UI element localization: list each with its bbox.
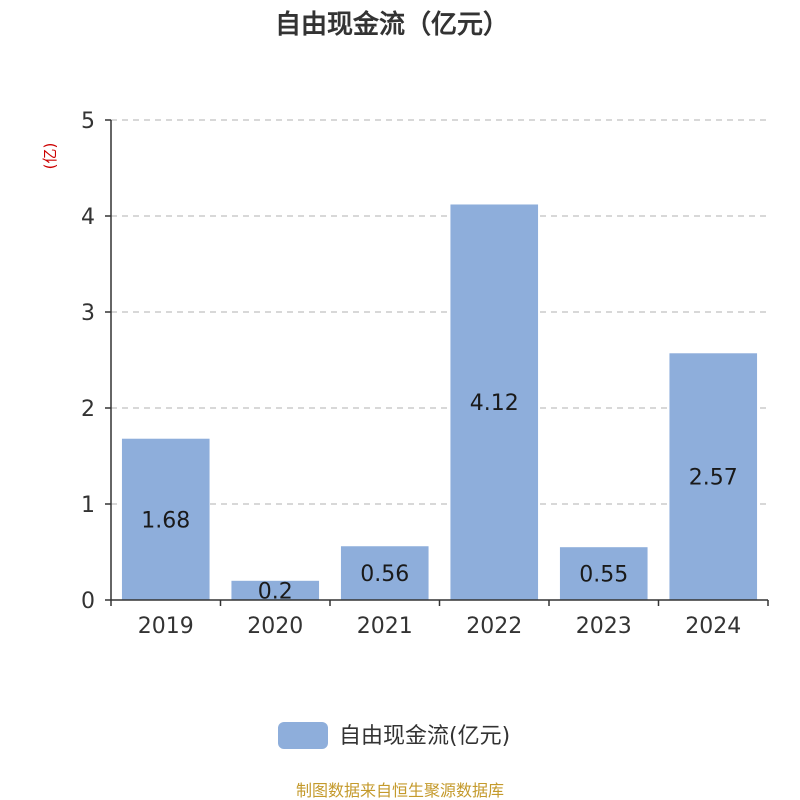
data-label: 2.57 [689,466,738,491]
data-label: 1.68 [141,508,190,533]
y-tick-label: 3 [81,301,95,326]
y-tick-label: 1 [81,493,95,518]
x-tick-label: 2019 [138,614,194,639]
bar-2021[interactable] [340,546,429,600]
axes: 0 1 2 3 4 5 2019 2020 2021 2022 2023 2024 [81,109,769,639]
source-note: 制图数据来自恒生聚源数据库 [296,781,504,800]
legend-swatch [278,722,328,749]
y-tick-label: 5 [81,109,95,134]
bar-2024[interactable] [669,353,758,600]
y-tick-label: 2 [81,397,95,422]
chart-title: 自由现金流（亿元） [275,9,509,40]
x-tick-label: 2024 [685,614,741,639]
bar-2020[interactable] [231,580,320,600]
x-tick-label: 2023 [576,614,632,639]
x-tick-label: 2022 [466,614,522,639]
data-label: 0.56 [360,562,409,587]
y-tick-label: 0 [81,589,95,614]
data-label: 0.2 [258,579,293,604]
x-tick-label: 2021 [357,614,413,639]
legend-label: 自由现金流(亿元) [339,724,510,749]
y-tick-label: 4 [81,205,95,230]
x-tick-label: 2020 [247,614,303,639]
bar-2022[interactable] [450,204,539,601]
data-labels: 1.68 0.2 0.56 4.12 0.55 2.57 [141,391,737,604]
bar-2019[interactable] [121,438,210,600]
legend[interactable]: 自由现金流(亿元) [278,722,510,749]
data-label: 4.12 [470,391,519,416]
data-label: 0.55 [579,563,628,588]
y-axis-unit-label: (亿) [41,143,59,170]
bars [121,204,758,601]
bar-2023[interactable] [559,547,648,600]
